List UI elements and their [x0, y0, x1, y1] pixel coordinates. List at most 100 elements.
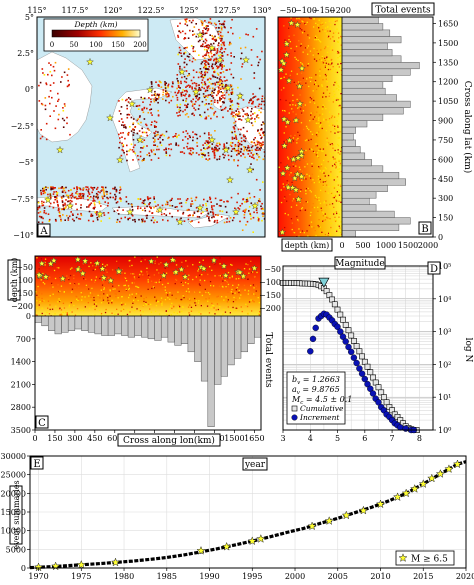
map-event-dot — [141, 220, 144, 222]
c-depth-dot — [140, 260, 142, 263]
map-event-dot — [155, 121, 158, 124]
map-event-dot — [171, 205, 174, 207]
c-depth-dot — [147, 288, 149, 290]
map-event-dot — [253, 112, 256, 114]
c-depth-dot — [223, 273, 225, 275]
c-depth-dot — [133, 299, 135, 301]
c-depth-dot — [81, 296, 83, 298]
c-depth-dot — [71, 311, 73, 313]
map-event-dot — [144, 209, 147, 212]
c-depth-dot — [92, 265, 94, 267]
map-event-dot — [99, 191, 101, 194]
map-event-dot — [167, 219, 169, 222]
map-event-dot — [143, 107, 145, 110]
map-event-dot — [85, 188, 88, 191]
b-depth-dot — [309, 148, 311, 150]
map-event-dot — [47, 193, 49, 196]
map-event-dot — [136, 105, 139, 107]
b-depth-dot — [310, 46, 312, 48]
c-depth-dot — [47, 300, 50, 302]
map-event-dot — [57, 92, 59, 95]
map-event-dot — [126, 144, 128, 147]
c-depth-dot — [89, 292, 92, 294]
map-event-dot — [100, 205, 102, 207]
map-large-event-star — [216, 55, 224, 64]
c-depth-dot — [247, 290, 250, 292]
b-depth-dot — [332, 36, 334, 38]
map-event-dot — [56, 201, 59, 204]
map-event-dot — [61, 197, 63, 200]
c-depth-dot — [108, 302, 110, 304]
c-depth-dot — [197, 302, 200, 304]
c-depth-dot — [235, 309, 237, 311]
c-depth-dot — [230, 286, 232, 288]
map-event-dot — [191, 147, 194, 149]
b-depth-dot — [330, 117, 333, 119]
map-event-dot — [107, 197, 109, 200]
c-depth-dot — [88, 307, 91, 310]
map-event-dot — [261, 50, 263, 53]
b-depth-dot — [292, 111, 294, 113]
b-depth-dot — [336, 228, 338, 231]
c-depth-dot — [205, 291, 207, 293]
c-depth-dot — [58, 308, 61, 310]
map-event-dot — [253, 72, 256, 74]
map-event-dot — [64, 204, 66, 206]
b-depth-dot — [315, 22, 317, 24]
map-event-dot — [146, 205, 148, 208]
map-event-dot — [94, 206, 96, 209]
map-event-dot — [90, 215, 92, 217]
d-cumulative-point — [372, 379, 379, 386]
b-depth-dot — [295, 58, 297, 60]
c-depth-dot — [170, 289, 172, 292]
map-event-dot — [218, 20, 220, 22]
d-stat-mc: Mc = 4.5 ± 0.1 — [291, 395, 352, 406]
map-event-dot — [178, 134, 180, 136]
b-depth-dot — [310, 177, 312, 179]
d-increment-point — [307, 348, 314, 355]
map-event-dot — [211, 143, 214, 145]
c-depth-dot — [205, 298, 207, 300]
map-event-dot — [48, 62, 50, 64]
map-event-dot — [141, 141, 144, 143]
c-depth-dot — [189, 304, 191, 306]
c-depth-dot — [220, 275, 222, 277]
map-event-dot — [257, 117, 260, 119]
c-depth-dot — [41, 297, 43, 300]
c-hist-bar — [254, 315, 262, 338]
map-event-dot — [218, 54, 220, 57]
b-depth-dot — [329, 219, 331, 221]
c-depth-dot — [245, 263, 247, 265]
map-event-dot — [213, 152, 216, 154]
c-depth-dot — [35, 314, 37, 316]
map-event-dot — [217, 44, 219, 47]
map-event-dot — [170, 148, 173, 151]
map-event-dot — [141, 108, 143, 110]
map-event-dot — [157, 131, 159, 133]
map-event-dot — [153, 125, 156, 127]
map-event-dot — [208, 132, 210, 134]
map-event-dot — [148, 203, 150, 206]
b-depth-dot — [331, 122, 333, 125]
map-event-dot — [158, 96, 160, 99]
map-event-dot — [148, 129, 150, 131]
map-event-dot — [263, 218, 265, 220]
map-event-dot — [230, 55, 232, 57]
map-event-dot — [257, 219, 260, 221]
b-hist-bar — [341, 133, 354, 141]
b-depth-dot — [321, 231, 323, 233]
b-depth-dot — [312, 79, 314, 81]
map-event-dot — [213, 114, 215, 116]
c-depth-dot — [189, 299, 191, 301]
b-depth-dot — [335, 71, 337, 73]
map-event-dot — [207, 108, 209, 111]
b-depth-dot — [335, 166, 337, 168]
map-event-dot — [163, 149, 165, 151]
map-event-dot — [241, 63, 244, 65]
map-event-dot — [113, 210, 116, 213]
map-event-dot — [219, 62, 222, 65]
b-depth-dot — [339, 98, 341, 100]
map-event-dot — [204, 148, 206, 150]
map-event-dot — [223, 26, 226, 28]
map-event-dot — [104, 186, 107, 189]
